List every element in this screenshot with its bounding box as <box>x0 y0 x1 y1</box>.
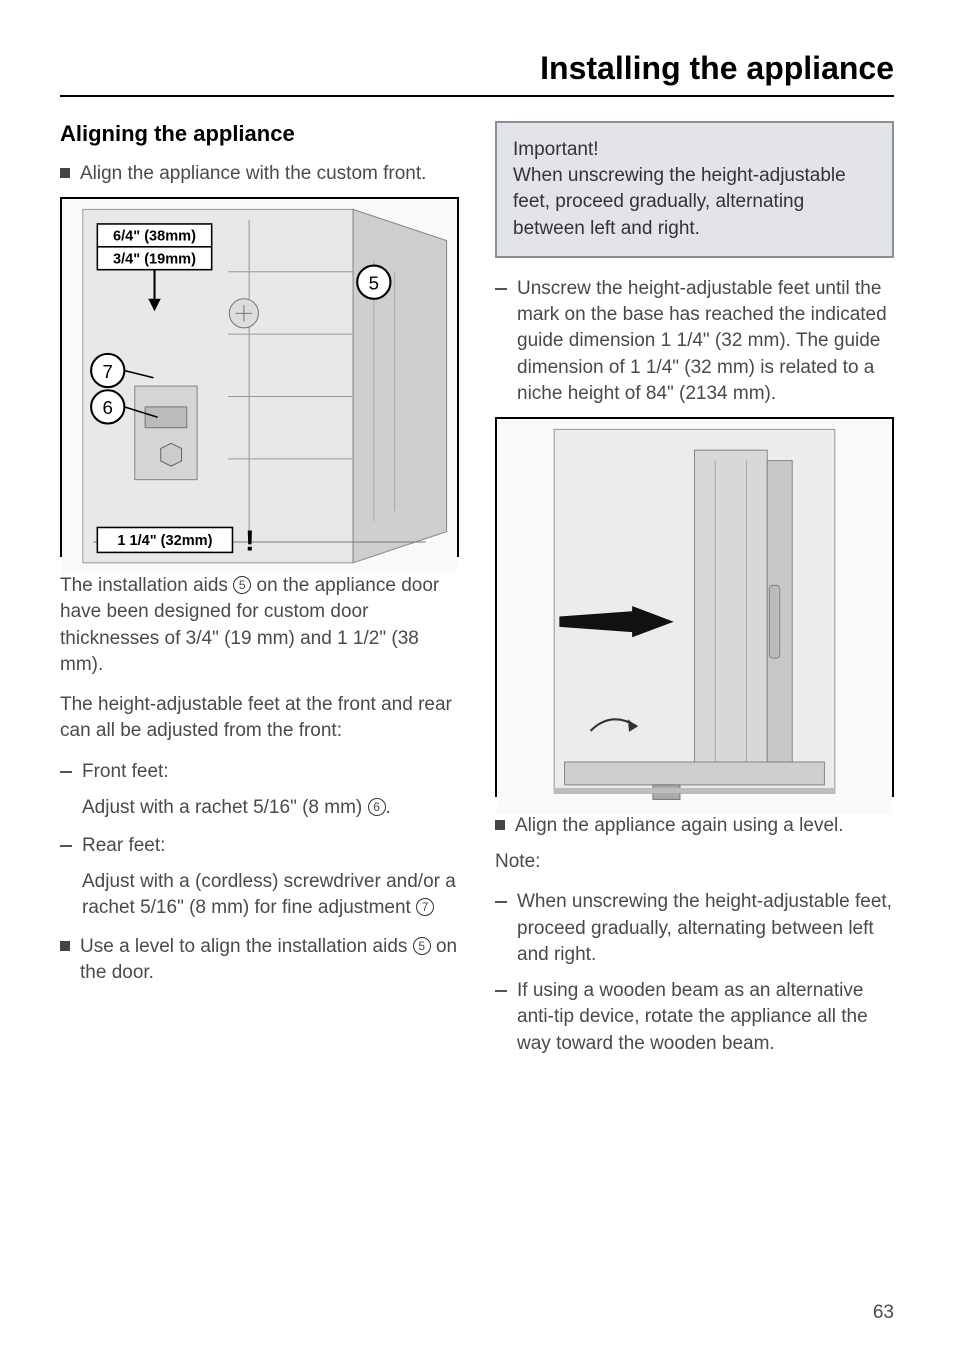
dash-item: Rear feet: <box>60 833 459 859</box>
paragraph: The installation aids 5 on the appliance… <box>60 573 459 678</box>
note-label: Note: <box>495 849 894 875</box>
dash-bullet-icon <box>495 288 507 290</box>
bullet-text: Use a level to align the installation ai… <box>80 934 459 986</box>
bullet-text: Front feet: <box>82 759 169 785</box>
diagram-svg: 6/4" (38mm) 3/4" (19mm) 5 7 <box>62 199 457 573</box>
section-heading: Aligning the appliance <box>60 121 459 147</box>
diagram-svg <box>497 419 892 814</box>
text-run: The installation aids <box>60 575 233 596</box>
bullet-text: Align the appliance again using a level. <box>515 813 844 839</box>
square-bullet-icon <box>495 820 505 830</box>
square-bullet-icon <box>60 941 70 951</box>
dash-item: Front feet: <box>60 759 459 785</box>
left-column: Aligning the appliance Align the applian… <box>60 121 459 1067</box>
diagram-callout: 7 <box>103 361 113 382</box>
text-run: . <box>386 797 391 818</box>
diagram-label: 3/4" (19mm) <box>113 252 196 268</box>
callout-text: Important! When unscrewing the height-ad… <box>513 137 876 242</box>
bullet-text: Rear feet: <box>82 833 165 859</box>
dash-bullet-icon <box>495 901 507 903</box>
dash-item: When unscrewing the height-adjustable fe… <box>495 889 894 968</box>
circled-number: 7 <box>416 898 434 916</box>
right-column: Important! When unscrewing the height-ad… <box>495 121 894 1067</box>
important-callout: Important! When unscrewing the height-ad… <box>495 121 894 258</box>
warning-icon: ! <box>245 526 255 558</box>
appliance-alignment-diagram: 6/4" (38mm) 3/4" (19mm) 5 7 <box>60 197 459 557</box>
page-title: Installing the appliance <box>60 50 894 97</box>
circled-number: 5 <box>233 576 251 594</box>
dash-bullet-icon <box>60 845 72 847</box>
circled-number: 6 <box>368 798 386 816</box>
bullet-item: Align the appliance again using a level. <box>495 813 894 839</box>
square-bullet-icon <box>60 168 70 178</box>
bullet-text: When unscrewing the height-adjustable fe… <box>517 889 894 968</box>
diagram-label: 6/4" (38mm) <box>113 229 196 245</box>
foot-adjustment-diagram <box>495 417 894 797</box>
dash-bullet-icon <box>60 771 72 773</box>
circled-number: 5 <box>413 937 431 955</box>
page-number: 63 <box>873 1302 894 1324</box>
text-run: Adjust with a rachet 5/16" (8 mm) <box>82 797 368 818</box>
sub-paragraph: Adjust with a (cordless) screwdriver and… <box>82 869 459 921</box>
diagram-callout: 5 <box>369 273 379 294</box>
text-run: Use a level to align the installation ai… <box>80 936 413 957</box>
paragraph: The height-adjustable feet at the front … <box>60 692 459 744</box>
diagram-callout: 6 <box>103 397 113 418</box>
bullet-text: Align the appliance with the custom fron… <box>80 161 426 187</box>
dash-item: If using a wooden beam as an alternative… <box>495 978 894 1057</box>
diagram-label: 1 1/4" (32mm) <box>117 533 212 549</box>
bullet-text: If using a wooden beam as an alternative… <box>517 978 894 1057</box>
bullet-item: Align the appliance with the custom fron… <box>60 161 459 187</box>
sub-paragraph: Adjust with a rachet 5/16" (8 mm) 6. <box>82 795 459 821</box>
two-column-layout: Aligning the appliance Align the applian… <box>60 121 894 1067</box>
text-run: Adjust with a (cordless) screwdriver and… <box>82 871 456 918</box>
bullet-text: Unscrew the height-adjustable feet until… <box>517 276 894 407</box>
dash-item: Unscrew the height-adjustable feet until… <box>495 276 894 407</box>
bullet-item: Use a level to align the installation ai… <box>60 934 459 986</box>
dash-bullet-icon <box>495 990 507 992</box>
